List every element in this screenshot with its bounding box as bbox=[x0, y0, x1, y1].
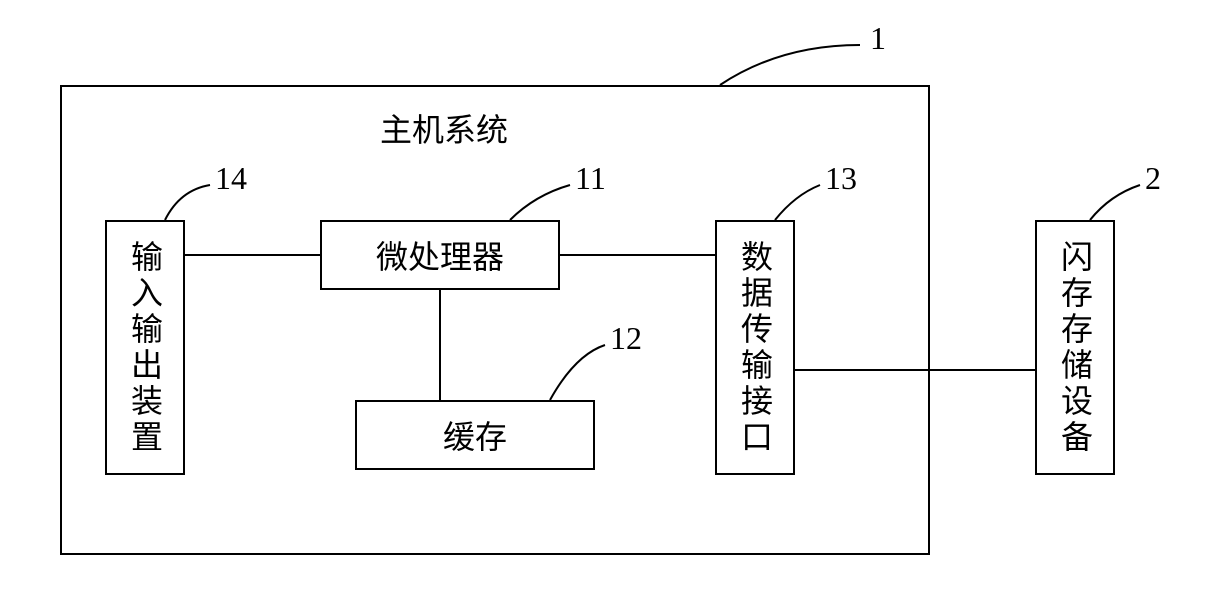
io-device-label: 输入输出装置 bbox=[122, 240, 168, 456]
edge-di-to-flash bbox=[795, 369, 1035, 371]
host-system-box bbox=[60, 85, 930, 555]
flash-storage-label: 闪存存储设备 bbox=[1052, 240, 1098, 456]
io-device-box: 输入输出装置 bbox=[105, 220, 185, 475]
host-system-title: 主机系统 bbox=[380, 105, 508, 151]
ref-12: 12 bbox=[610, 320, 642, 357]
edge-mp-to-di bbox=[560, 254, 715, 256]
edge-mp-to-cache bbox=[439, 290, 441, 400]
data-interface-label: 数据传输接口 bbox=[732, 240, 778, 456]
ref-13: 13 bbox=[825, 160, 857, 197]
edge-io-to-mp bbox=[185, 254, 320, 256]
data-interface-box: 数据传输接口 bbox=[715, 220, 795, 475]
cache-box: 缓存 bbox=[355, 400, 595, 470]
microprocessor-box: 微处理器 bbox=[320, 220, 560, 290]
ref-1: 1 bbox=[870, 20, 886, 57]
ref-14: 14 bbox=[215, 160, 247, 197]
cache-label: 缓存 bbox=[443, 412, 507, 458]
microprocessor-label: 微处理器 bbox=[376, 232, 504, 278]
ref-11: 11 bbox=[575, 160, 606, 197]
ref-2: 2 bbox=[1145, 160, 1161, 197]
flash-storage-box: 闪存存储设备 bbox=[1035, 220, 1115, 475]
